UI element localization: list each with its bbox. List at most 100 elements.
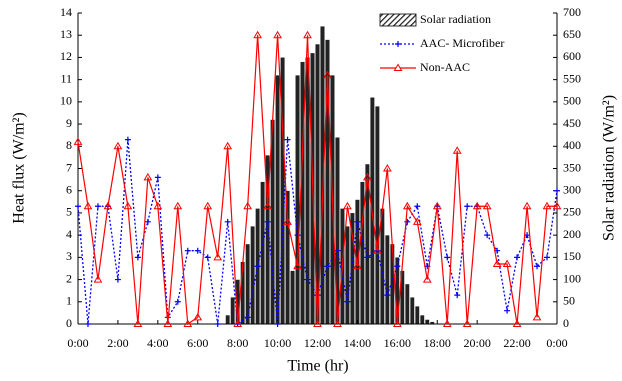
y-tick-label: 9 [66, 116, 72, 130]
marker [364, 254, 371, 261]
marker [323, 70, 332, 79]
bar [295, 75, 300, 325]
marker [284, 136, 291, 143]
marker [384, 292, 391, 299]
y2-tick-label: 450 [563, 116, 581, 130]
marker [163, 319, 173, 327]
marker [373, 246, 382, 254]
x-tick-label: 12:00 [304, 336, 331, 350]
y-tick-label: 11 [60, 71, 72, 85]
x-tick-label: 0:00 [546, 336, 567, 350]
y2-axis-title: Solar radiation (W/m²) [601, 95, 618, 241]
bar [250, 226, 255, 325]
marker [554, 187, 560, 194]
marker [293, 261, 302, 270]
y2-tick-label: 250 [563, 205, 581, 219]
y2-tick-label: 0 [563, 316, 569, 330]
legend-label: Solar radiation [420, 12, 491, 26]
marker [534, 263, 541, 270]
y2-tick-label: 400 [563, 138, 581, 152]
marker [203, 201, 213, 210]
marker [123, 201, 133, 210]
marker [194, 247, 201, 254]
marker [83, 201, 93, 210]
marker [334, 247, 341, 254]
bar [375, 106, 380, 325]
bar [405, 283, 410, 325]
y-tick-label: 8 [66, 138, 72, 152]
marker [94, 203, 101, 210]
marker [303, 30, 312, 39]
marker [363, 172, 372, 181]
marker [392, 319, 402, 327]
y-tick-label: 1 [66, 294, 72, 308]
y-tick-label: 12 [60, 49, 72, 63]
x-tick-label: 14:00 [344, 336, 371, 350]
marker [144, 218, 151, 225]
marker [243, 201, 253, 210]
marker [492, 259, 502, 268]
y-tick-label: 5 [66, 205, 72, 219]
bar [230, 297, 235, 325]
bar [225, 314, 230, 325]
y-tick-label: 0 [66, 316, 72, 330]
x-tick-label: 2:00 [107, 336, 128, 350]
x-tick-label: 6:00 [187, 336, 208, 350]
marker [432, 201, 442, 210]
marker [444, 254, 451, 261]
legend-marker [393, 63, 403, 71]
marker [273, 30, 282, 39]
x-tick-label: 10:00 [264, 336, 291, 350]
marker [422, 275, 432, 283]
y-tick-label: 4 [66, 227, 72, 241]
marker [224, 218, 231, 225]
marker [113, 141, 123, 150]
marker [452, 146, 462, 154]
y-tick-label: 2 [66, 271, 72, 285]
marker [412, 217, 422, 225]
marker [93, 275, 103, 283]
x-tick-label: 8:00 [227, 336, 248, 350]
marker [353, 261, 362, 270]
marker [314, 292, 321, 299]
legend-label: AAC- Microfiber [420, 36, 504, 50]
marker [544, 254, 551, 261]
bar [385, 234, 390, 325]
bar [360, 181, 365, 325]
y2-tick-label: 50 [563, 294, 575, 308]
marker [464, 203, 471, 210]
marker [114, 276, 121, 283]
marker [512, 319, 522, 327]
marker [504, 307, 511, 314]
y-tick-label: 7 [66, 160, 72, 174]
marker [174, 298, 181, 305]
marker [75, 203, 81, 210]
y-tick-label: 14 [60, 5, 72, 19]
marker [382, 164, 392, 172]
marker [333, 319, 342, 327]
x-tick-label: 0:00 [67, 336, 88, 350]
bar [345, 226, 350, 325]
marker [244, 314, 251, 321]
legend-label: Non-AAC [420, 60, 470, 74]
marker [354, 218, 361, 225]
marker [254, 263, 261, 270]
marker [304, 276, 311, 283]
y2-tick-label: 600 [563, 49, 581, 63]
marker [542, 201, 552, 210]
y-tick-label: 3 [66, 249, 72, 263]
y2-tick-label: 200 [563, 227, 581, 241]
legend-marker [395, 41, 401, 47]
y2-tick-label: 650 [563, 27, 581, 41]
marker [502, 259, 512, 268]
marker [532, 312, 542, 321]
marker [522, 201, 532, 210]
marker [253, 30, 262, 39]
marker [84, 321, 91, 327]
bar [425, 319, 430, 325]
x-tick-label: 18:00 [424, 336, 451, 350]
marker [153, 201, 163, 210]
bar [290, 270, 295, 325]
bar [415, 306, 420, 325]
marker [344, 298, 351, 305]
